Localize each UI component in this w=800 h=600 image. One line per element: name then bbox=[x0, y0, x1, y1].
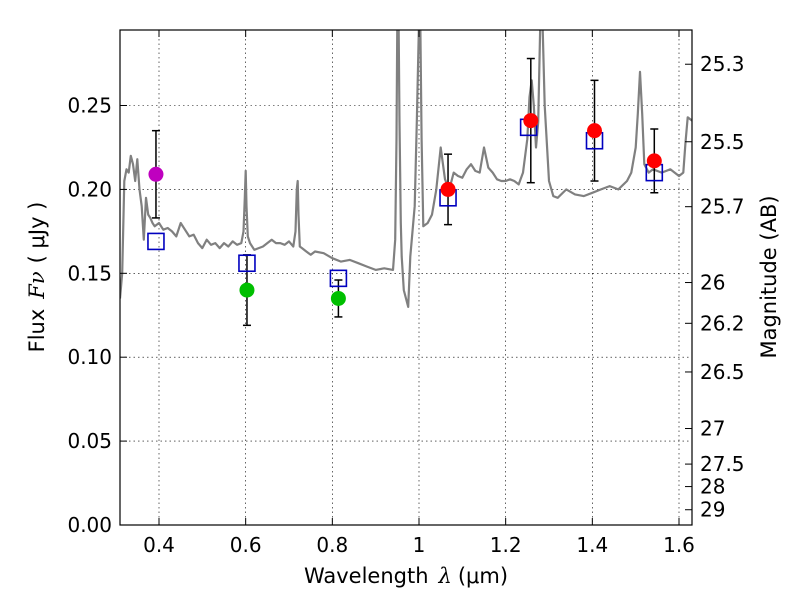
y2-tick-label: 25.3 bbox=[700, 52, 745, 76]
y-axis-label: Flux Fν ( μJy ) bbox=[25, 202, 49, 353]
y-tick-label: 0.15 bbox=[67, 261, 112, 285]
y-axis-label-unit: ( μJy ) bbox=[25, 202, 49, 264]
y2-tick-label: 27 bbox=[700, 417, 725, 441]
x-tick-label: 0.4 bbox=[143, 533, 175, 557]
model-square-marker bbox=[238, 254, 256, 273]
photometry-point bbox=[148, 166, 164, 182]
photometry-point bbox=[646, 153, 662, 169]
axes-frame bbox=[119, 29, 693, 526]
x-tick-label: 1 bbox=[413, 533, 426, 557]
grid-lines bbox=[120, 30, 692, 525]
y2-tick-label: 27.5 bbox=[700, 452, 745, 476]
axis-ticks: 0.4 0.6 0.8 1 1.2 1.4 1.6 0.00 0.05 0.10 0.15 0.20 0… bbox=[67, 30, 745, 557]
plot-series bbox=[120, 30, 692, 308]
x-tick-label: 1.6 bbox=[663, 533, 695, 557]
y2-tick-label: 25.7 bbox=[700, 195, 745, 219]
photometry-point bbox=[587, 123, 602, 139]
y-axis-label-symbol: Fν bbox=[25, 271, 49, 300]
plot-area bbox=[120, 30, 692, 327]
y2-tick-label: 26.2 bbox=[700, 311, 745, 335]
x-axis-label-unit: (μm) bbox=[458, 564, 508, 588]
y-tick-label: 0.10 bbox=[67, 345, 112, 369]
y2-axis-label: Magnitude (AB) bbox=[757, 195, 781, 358]
y-tick-label: 0.25 bbox=[67, 94, 112, 118]
x-axis-label-symbol: λ bbox=[438, 564, 452, 588]
y2-tick-label: 25.5 bbox=[700, 130, 745, 154]
y-tick-label: 0.20 bbox=[67, 177, 112, 201]
model-square-marker bbox=[329, 269, 348, 288]
y2-tick-label: 28 bbox=[700, 475, 725, 499]
model-square-marker bbox=[147, 232, 165, 251]
y-axis-label-text: Flux bbox=[25, 309, 49, 353]
y2-tick-label: 26 bbox=[700, 271, 725, 295]
x-tick-label: 1.2 bbox=[490, 533, 522, 557]
x-tick-label: 1.4 bbox=[576, 533, 608, 557]
photometry-point bbox=[239, 282, 255, 298]
photometry-point bbox=[330, 290, 346, 306]
y2-tick-label: 26.5 bbox=[700, 360, 745, 384]
x-axis-label-text: Wavelength bbox=[304, 564, 429, 588]
x-axis-label: Wavelength λ (μm) bbox=[304, 564, 508, 588]
x-tick-label: 0.8 bbox=[316, 533, 348, 557]
x-tick-label: 0.6 bbox=[230, 533, 262, 557]
y-tick-label: 0.00 bbox=[67, 513, 112, 537]
photometry-point bbox=[523, 113, 539, 129]
y-tick-label: 0.05 bbox=[67, 429, 112, 453]
model-sed-line bbox=[120, 30, 692, 308]
photometry-point bbox=[440, 181, 456, 197]
y2-tick-label: 29 bbox=[700, 498, 725, 522]
